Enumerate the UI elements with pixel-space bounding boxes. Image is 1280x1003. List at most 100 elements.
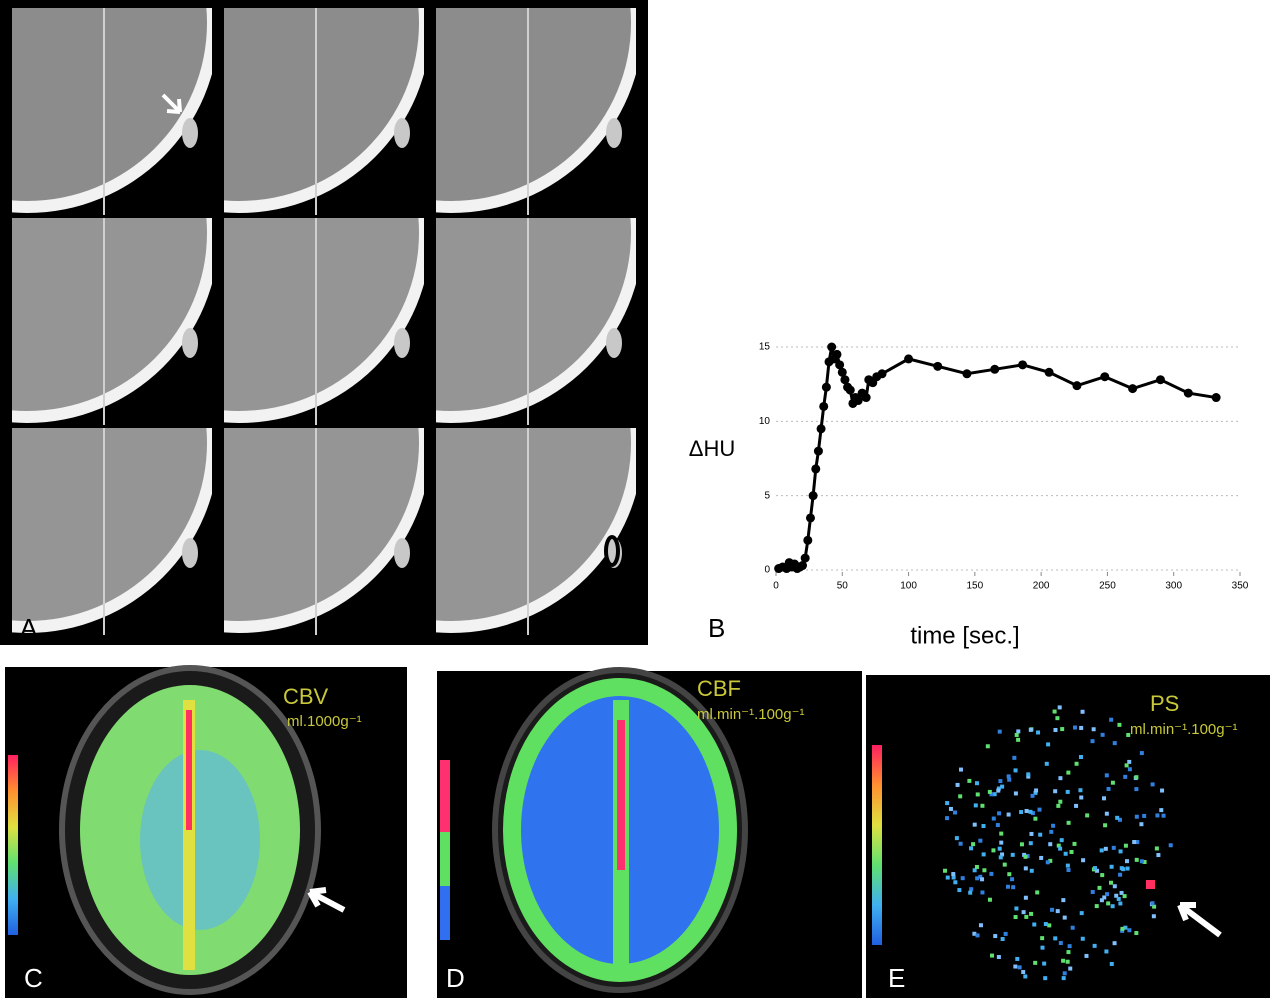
ps-pixel [1057,705,1062,710]
ps-pixel [1123,925,1128,930]
arrow [307,887,346,913]
ps-pixel [1044,761,1049,766]
ps-pixel [1014,906,1019,911]
ps-pixel [1118,872,1123,877]
cbf-vessel [617,720,625,870]
ps-pixel [1079,795,1084,800]
data-point [933,361,943,371]
ps-pixel [1010,852,1015,857]
ps-pixel [1011,885,1016,890]
data-point [803,535,813,545]
data-point [835,360,845,370]
ps-pixel [1006,774,1011,779]
ct-tile [12,8,212,215]
ps-pixel [1119,866,1124,871]
ps-pixel [967,778,972,783]
ps-pixel [1000,937,1005,942]
ps-pixel [1053,789,1058,794]
y-tick-label: 5 [764,490,770,501]
ps-pixel [958,794,963,799]
data-point [1128,384,1138,394]
ps-pixel [1034,788,1039,793]
ps-pixel [1006,812,1011,817]
data-point [904,354,914,364]
data-point [819,401,829,411]
ps-pixel [1062,915,1067,920]
ps-pixel [1109,880,1114,885]
data-point [813,446,823,456]
ps-pixel [1014,732,1019,737]
ct-tile [224,8,424,215]
ps-pixel [953,880,958,885]
panel-label: A [20,613,38,643]
ps-pixel [987,789,992,794]
ps-pixel [996,955,1001,960]
ps-pixel [1118,901,1123,906]
ps-pixel [998,855,1003,860]
ps-pixel [943,868,948,873]
ps-pixel [1074,761,1079,766]
color-bar [440,760,450,940]
ps-pixel [1065,863,1070,868]
ps-pixel [1109,961,1114,966]
ps-pixel [971,842,976,847]
ps-pixel [1050,907,1055,912]
data-point [811,464,821,474]
ps-pixel [1066,770,1071,775]
ct-tile [436,218,636,425]
x-tick-label: 250 [1099,581,1116,592]
data-point [861,393,871,403]
data-point [853,396,863,406]
ps-pixel [1013,964,1018,969]
data-point [990,364,1000,374]
ps-pixel [1023,895,1028,900]
ps-pixel [982,868,987,873]
ps-pixel [951,875,956,880]
ps-pixel [1079,911,1084,916]
data-point [805,513,815,523]
panel-label: B [708,613,725,643]
ps-pixel [1024,808,1029,813]
roi-marker [604,535,620,567]
ps-pixel [1074,803,1079,808]
color-bar [872,745,882,945]
data-point [837,367,847,377]
cbv-low-region [140,750,260,930]
ps-pixel [1110,904,1115,909]
ps-pixel [1029,831,1034,836]
y-axis-label: ΔHU [689,436,735,461]
ps-pixel [1033,816,1038,821]
ps-pixel [1139,822,1144,827]
ps-pixel [1066,820,1071,825]
ps-pixel [1026,774,1031,779]
ps-pixel [955,782,960,787]
ps-pixel [980,877,985,882]
ps-pixel [1142,813,1147,818]
lesion [394,328,410,358]
ps-pixel [1055,716,1060,721]
arrow [1177,902,1222,938]
ps-pixel [972,868,977,873]
panel-label: C [24,963,43,993]
ps-pixel [1079,725,1084,730]
ps-pixel [969,887,974,892]
ps-pixel [1100,873,1105,878]
ps-pixel [1010,877,1015,882]
ps-pixel [1156,853,1161,858]
ct-tile [12,218,212,425]
ps-pixel [1080,709,1085,714]
ps-pixel [1015,956,1020,961]
ps-pixel [972,931,977,936]
panel-label: E [888,963,905,993]
ps-pixel [1053,936,1058,941]
data-point [827,342,837,352]
ps-pixel [978,874,983,879]
x-tick-label: 200 [1033,581,1050,592]
ps-pixel [1068,966,1073,971]
ps-pixel [1046,742,1051,747]
ps-pixel [1061,898,1066,903]
ps-pixel [1023,866,1028,871]
data-point [962,369,972,379]
ps-pixel [1065,959,1070,964]
